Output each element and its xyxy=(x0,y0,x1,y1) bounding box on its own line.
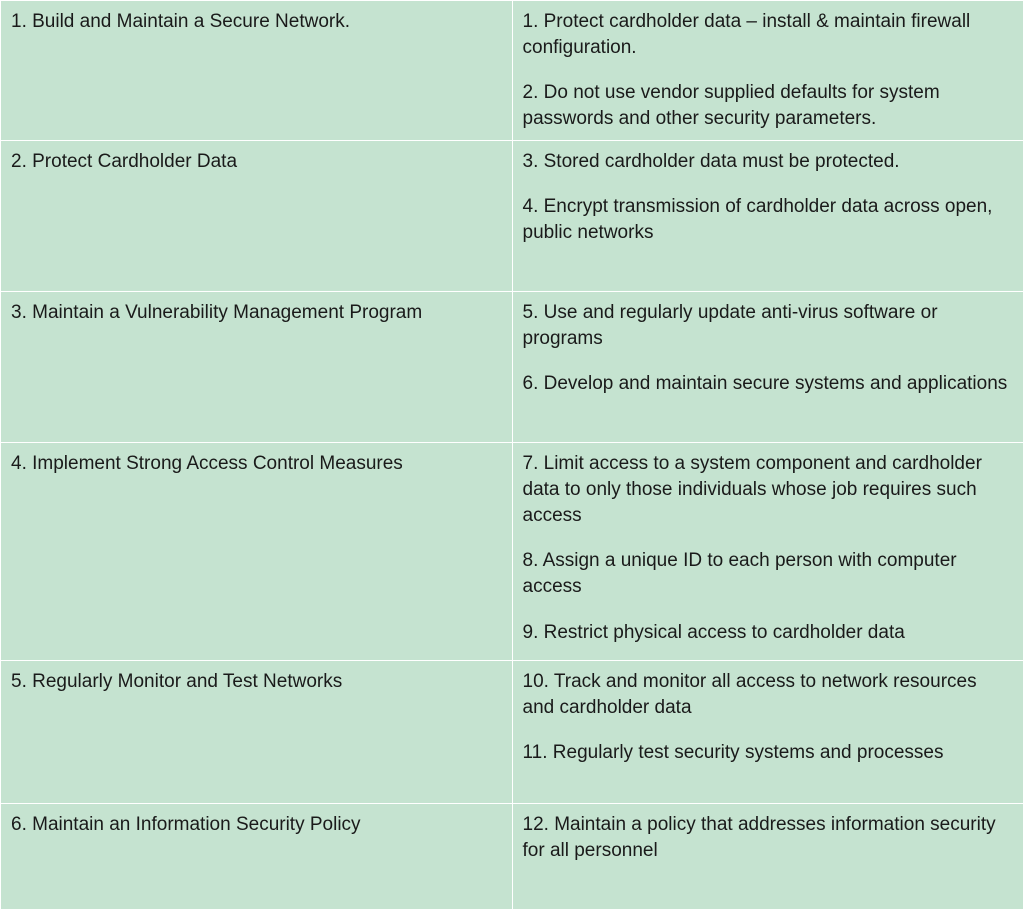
category-cell: 1. Build and Maintain a Secure Network. xyxy=(1,1,513,141)
requirement-text: 10. Track and monitor all access to netw… xyxy=(523,669,1014,720)
requirement-text: 11. Regularly test security systems and … xyxy=(523,740,1014,766)
requirement-text: 12. Maintain a policy that addresses inf… xyxy=(523,812,1014,863)
requirement-text: 8. Assign a unique ID to each person wit… xyxy=(523,548,1014,599)
requirements-cell: 5. Use and regularly update anti-virus s… xyxy=(512,291,1024,442)
requirement-text: 2. Do not use vendor supplied defaults f… xyxy=(523,80,1014,131)
table-row: 5. Regularly Monitor and Test Networks 1… xyxy=(1,660,1024,803)
requirements-cell: 10. Track and monitor all access to netw… xyxy=(512,660,1024,803)
table-row: 3. Maintain a Vulnerability Management P… xyxy=(1,291,1024,442)
table-row: 1. Build and Maintain a Secure Network. … xyxy=(1,1,1024,141)
requirement-text: 5. Use and regularly update anti-virus s… xyxy=(523,300,1014,351)
requirement-text: 1. Protect cardholder data – install & m… xyxy=(523,9,1014,60)
requirements-cell: 12. Maintain a policy that addresses inf… xyxy=(512,804,1024,910)
requirement-text: 4. Encrypt transmission of cardholder da… xyxy=(523,194,1014,245)
category-text: 5. Regularly Monitor and Test Networks xyxy=(11,671,342,692)
requirement-text: 3. Stored cardholder data must be protec… xyxy=(523,149,1014,175)
category-text: 2. Protect Cardholder Data xyxy=(11,151,237,172)
table-row: 2. Protect Cardholder Data 3. Stored car… xyxy=(1,140,1024,291)
requirements-cell: 3. Stored cardholder data must be protec… xyxy=(512,140,1024,291)
requirement-text: 6. Develop and maintain secure systems a… xyxy=(523,371,1014,397)
category-cell: 6. Maintain an Information Security Poli… xyxy=(1,804,513,910)
category-cell: 2. Protect Cardholder Data xyxy=(1,140,513,291)
category-cell: 5. Regularly Monitor and Test Networks xyxy=(1,660,513,803)
category-cell: 4. Implement Strong Access Control Measu… xyxy=(1,443,513,661)
pci-requirements-table: 1. Build and Maintain a Secure Network. … xyxy=(0,0,1024,910)
requirement-text: 7. Limit access to a system component an… xyxy=(523,451,1014,528)
category-text: 3. Maintain a Vulnerability Management P… xyxy=(11,302,422,323)
table-row: 4. Implement Strong Access Control Measu… xyxy=(1,443,1024,661)
table-row: 6. Maintain an Information Security Poli… xyxy=(1,804,1024,910)
requirement-text: 9. Restrict physical access to cardholde… xyxy=(523,620,1014,646)
requirements-cell: 7. Limit access to a system component an… xyxy=(512,443,1024,661)
category-text: 4. Implement Strong Access Control Measu… xyxy=(11,453,403,474)
table-body: 1. Build and Maintain a Secure Network. … xyxy=(1,1,1024,910)
category-cell: 3. Maintain a Vulnerability Management P… xyxy=(1,291,513,442)
requirements-cell: 1. Protect cardholder data – install & m… xyxy=(512,1,1024,141)
category-text: 6. Maintain an Information Security Poli… xyxy=(11,814,361,835)
category-text: 1. Build and Maintain a Secure Network. xyxy=(11,11,350,32)
